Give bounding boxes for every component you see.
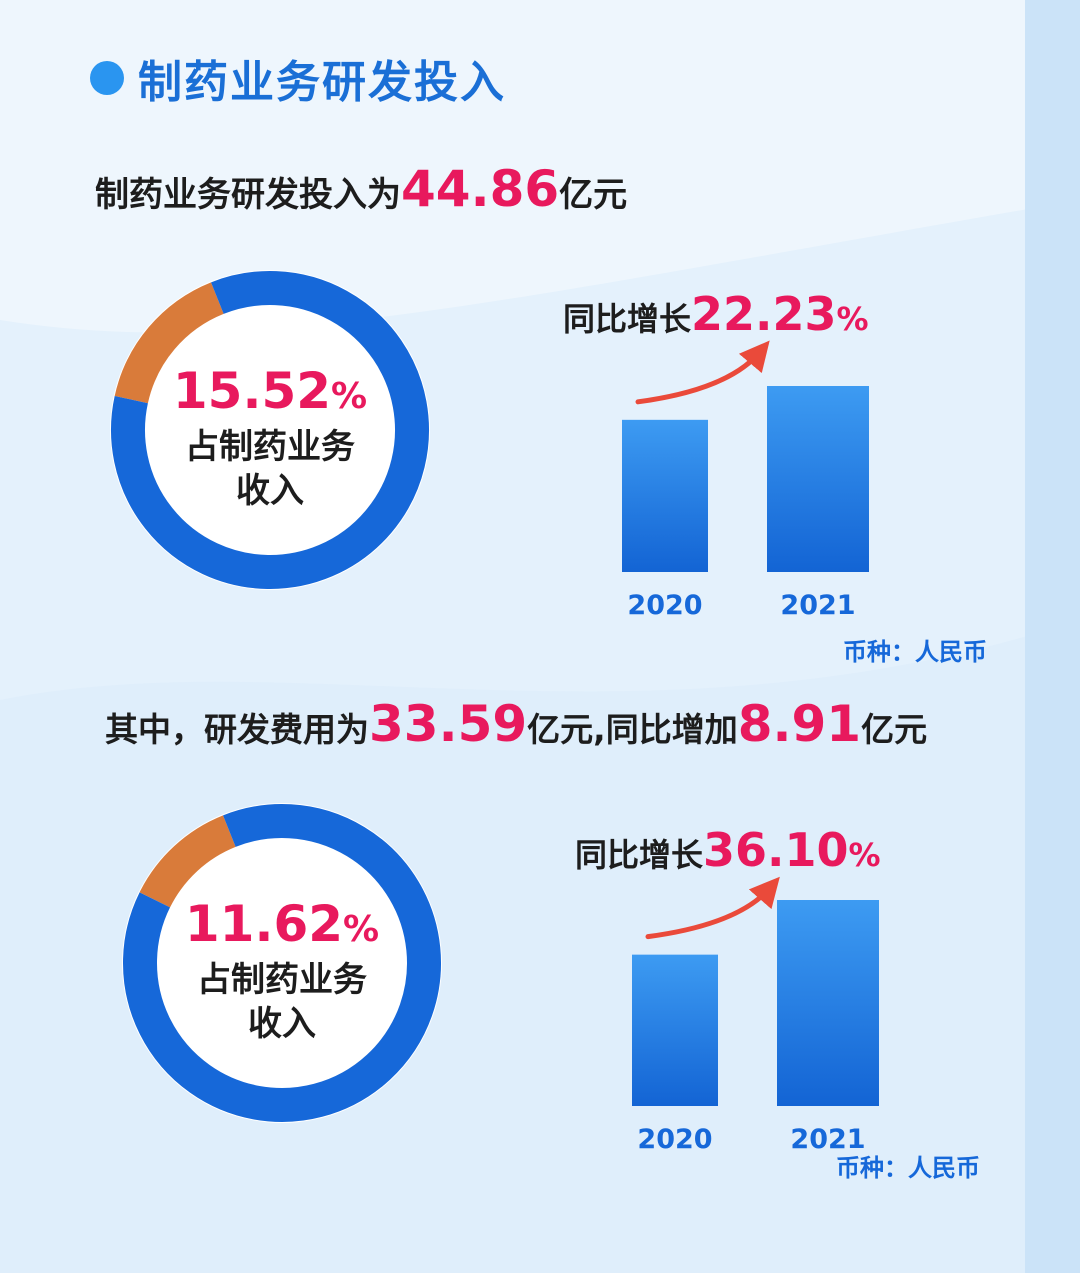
bar-chart-2-growth-label: 同比增长 xyxy=(575,836,703,874)
bar-chart-1-currency-note: 币种：人民币 xyxy=(843,638,987,666)
summary-2-suffix: 亿元 xyxy=(861,710,928,749)
bar-chart-2-growth-value: 36.10 xyxy=(703,823,849,877)
donut-2-backdrop xyxy=(122,803,442,1123)
bar-chart-1-bar-2021 xyxy=(767,386,869,572)
donut-2-slice-rest xyxy=(123,804,441,1122)
summary-2-amount-2: 8.91 xyxy=(737,695,862,753)
bar-chart-1-growth-value: 22.23 xyxy=(691,287,837,341)
donut-2-center-label-1: 占制药业务 xyxy=(197,960,367,1000)
summary-1-amount: 44.86 xyxy=(401,160,560,218)
bar-chart-1-growth-label: 同比增长 xyxy=(563,300,691,338)
donut-1-slice-share xyxy=(114,282,225,404)
bar-chart-2-growth-text: 同比增长36.10% xyxy=(575,823,881,877)
heading-bullet-icon xyxy=(90,61,124,95)
bar-chart-2-growth-percent: % xyxy=(849,836,881,874)
bar-chart-2-xlabel-2021: 2021 xyxy=(790,1124,865,1155)
bar-chart-1-growth-text: 同比增长22.23% xyxy=(563,287,869,341)
section-heading: 制药业务研发投入 xyxy=(90,48,506,108)
donut-1-center-number: 15.52 xyxy=(173,362,331,420)
donut-1-slice-rest xyxy=(111,271,429,589)
bar-chart-1-growth-arrow-icon xyxy=(635,340,770,405)
summary-line-2: 其中，研发费用为 33.59 亿元,同比增加 8.91 亿元 xyxy=(105,695,927,753)
bar-chart-1-xlabel-2020: 2020 xyxy=(627,590,702,621)
donut-2-center-percent: % xyxy=(343,909,379,950)
bar-chart-1-bar-2020 xyxy=(622,419,708,572)
donut-2-center-label-2: 收入 xyxy=(248,1004,316,1044)
summary-line-1: 制药业务研发投入为 44.86 亿元 xyxy=(95,160,627,218)
donut-2-center-value: 11.62% xyxy=(185,895,379,953)
donut-1-backdrop xyxy=(110,270,430,590)
donut-2-center-number: 11.62 xyxy=(185,895,343,953)
summary-2-amount-1: 33.59 xyxy=(369,695,528,753)
summary-1-suffix: 亿元 xyxy=(559,175,628,215)
summary-2-mid: 亿元,同比增加 xyxy=(527,710,738,749)
bar-chart-2-currency-note: 币种：人民币 xyxy=(836,1154,980,1182)
bar-chart-2-bar-2021 xyxy=(777,900,879,1106)
donut-1-center-percent: % xyxy=(331,376,367,417)
donut-2-slice-share xyxy=(139,815,237,908)
summary-2-prefix: 其中，研发费用为 xyxy=(105,710,369,749)
heading-title: 制药业务研发投入 xyxy=(138,57,506,108)
bar-chart-2-xlabel-2020: 2020 xyxy=(637,1124,712,1155)
bar-chart-1-growth-percent: % xyxy=(837,300,869,338)
donut-1-center-label-2: 收入 xyxy=(236,471,304,511)
bar-chart-1-xlabel-2021: 2021 xyxy=(780,590,855,621)
bar-chart-2-growth-arrow-icon xyxy=(645,876,780,940)
summary-1-prefix: 制药业务研发投入为 xyxy=(95,175,401,215)
bar-chart-2-bar-2020 xyxy=(632,954,718,1106)
donut-1-center-label-1: 占制药业务 xyxy=(185,427,355,467)
donut-1-center-value: 15.52% xyxy=(173,362,367,420)
